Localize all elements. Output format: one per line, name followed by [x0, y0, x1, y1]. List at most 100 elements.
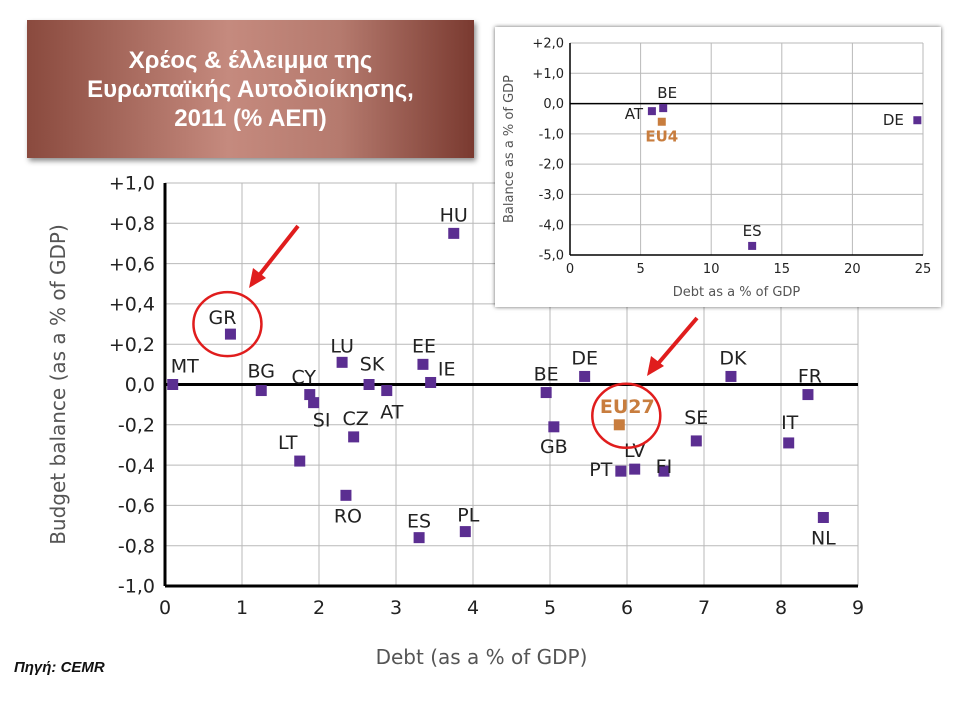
data-point-hu [448, 227, 460, 239]
data-label-pt: PT [589, 459, 612, 481]
title-line-3: 2011 (% ΑΕΠ) [174, 104, 327, 132]
x-tick-label: 1 [236, 597, 248, 619]
x-tick-label: 9 [852, 597, 864, 619]
x-tick-label: 25 [915, 262, 932, 277]
data-point-cy [304, 389, 316, 401]
data-label-cz: CZ [343, 408, 369, 430]
data-label-bg: BG [248, 361, 275, 383]
highlight-arrow-gr [255, 224, 300, 280]
source-note: Πηγή: CEMR [14, 659, 105, 676]
data-label-ee: EE [412, 335, 436, 357]
data-point-es [748, 241, 757, 250]
data-label-cy: CY [291, 367, 316, 389]
data-label-ro: RO [334, 505, 362, 527]
x-tick-label: 7 [698, 597, 710, 619]
inset-chart: 0 5 10 15 20 25 +2,0 +1,0 0,0 -1,0 -2,0 -3,0 -4,0 -5,… [502, 37, 932, 300]
data-label-de: DE [883, 111, 904, 129]
highlight-circle-gr [192, 290, 263, 358]
data-point-fr [802, 389, 814, 401]
data-point-lt [294, 455, 306, 467]
data-point-ro [340, 489, 352, 501]
data-label-fr: FR [798, 366, 822, 388]
data-label-be: BE [534, 364, 559, 386]
data-point-gb [548, 421, 560, 433]
data-point-de [579, 370, 591, 382]
x-axis-label: Debt as a % of GDP [673, 285, 801, 300]
data-label-at: AT [625, 105, 644, 123]
x-axis-label: Debt (as a % of GDP) [376, 645, 588, 669]
y-tick-label: -5,0 [539, 249, 564, 264]
data-point-at [647, 107, 656, 116]
data-label-pl: PL [457, 505, 479, 527]
data-label-eu4: EU4 [645, 128, 678, 146]
data-label-es: ES [407, 511, 431, 533]
y-axis-label: Budget balance (as a % of GDP) [46, 224, 70, 545]
data-label-de: DE [571, 347, 598, 369]
y-tick-label: -0,8 [118, 535, 155, 557]
data-label-gb: GB [540, 436, 568, 458]
x-tick-label: 2 [313, 597, 325, 619]
data-point-be [540, 387, 552, 399]
highlight-circle-eu27 [591, 382, 662, 450]
data-point-bg [255, 385, 267, 397]
y-tick-label: +0,2 [109, 334, 155, 356]
data-point-dk [725, 370, 737, 382]
data-point-at [381, 385, 393, 397]
x-tick-label: 3 [390, 597, 402, 619]
data-point-it [783, 437, 795, 449]
data-point-fi [658, 465, 670, 477]
y-tick-label: -0,6 [118, 495, 155, 517]
data-point-se [690, 435, 702, 447]
data-label-mt: MT [171, 356, 199, 378]
y-tick-label: 0,0 [543, 97, 564, 112]
data-point-lv [629, 463, 641, 475]
data-label-si: SI [313, 410, 331, 432]
data-label-ie: IE [438, 358, 456, 380]
x-tick-label: 4 [467, 597, 479, 619]
y-tick-label: +1,0 [532, 67, 564, 82]
data-point-nl [817, 511, 829, 523]
data-label-it: IT [781, 412, 799, 434]
data-point-de [913, 116, 922, 125]
x-tick-label: 5 [544, 597, 556, 619]
y-tick-label: 0,0 [125, 374, 155, 396]
y-tick-label: +2,0 [532, 37, 564, 52]
data-point-cz [348, 431, 360, 443]
title-line-1: Χρέος & έλλειμμα της [128, 46, 373, 74]
x-tick-label: 0 [566, 262, 574, 277]
data-label-gr: GR [208, 307, 236, 329]
title-box: Χρέος & έλλειμμα της Ευρωπαϊκής Αυτοδιοί… [27, 20, 474, 158]
data-point-lu [336, 356, 348, 368]
y-tick-label: -2,0 [539, 158, 564, 173]
data-label-lt: LT [278, 432, 298, 454]
data-label-be: BE [657, 84, 677, 102]
y-tick-label: -4,0 [539, 218, 564, 233]
y-tick-label: -1,0 [118, 576, 155, 598]
data-point-pl [459, 526, 471, 538]
highlight-arrow-eu27 [654, 316, 699, 368]
data-point-be [659, 104, 668, 113]
data-label-sk: SK [360, 354, 385, 376]
y-tick-label: +0,4 [109, 294, 155, 316]
data-point-ie [425, 376, 437, 388]
inset-chart-panel: 0 5 10 15 20 25 +2,0 +1,0 0,0 -1,0 -2,0 -3,0 -4,0 -5,… [495, 27, 941, 307]
data-label-nl: NL [811, 527, 836, 549]
x-tick-label: 0 [159, 597, 171, 619]
y-tick-label: +0,8 [109, 213, 155, 235]
data-point-pt [615, 465, 627, 477]
data-point-eu4 [657, 117, 666, 126]
arrowhead-eu27 [647, 356, 664, 376]
y-tick-label: +1,0 [109, 173, 155, 195]
y-tick-label: +0,6 [109, 253, 155, 275]
data-label-es: ES [743, 222, 762, 240]
arrowhead-gr [249, 268, 266, 288]
x-tick-label: 10 [703, 262, 720, 277]
x-tick-label: 15 [774, 262, 791, 277]
x-tick-label: 8 [775, 597, 787, 619]
y-tick-label: -0,2 [118, 414, 155, 436]
y-tick-label: -3,0 [539, 188, 564, 203]
data-label-dk: DK [719, 347, 747, 369]
data-point-mt [167, 379, 179, 390]
data-label-at: AT [380, 402, 404, 424]
data-point-eu27 [613, 419, 625, 431]
